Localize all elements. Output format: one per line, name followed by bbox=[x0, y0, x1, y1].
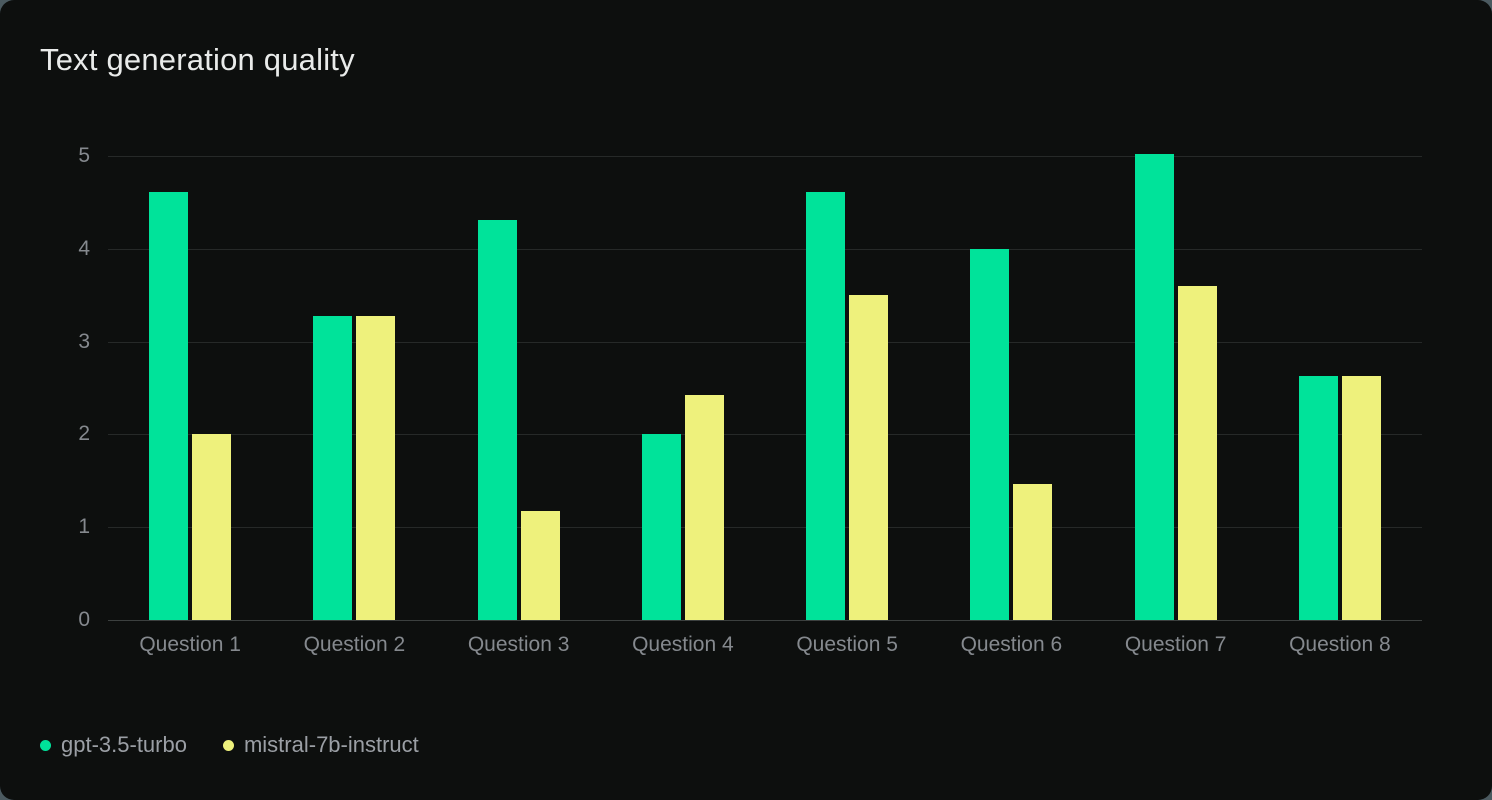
bar-group-6 bbox=[929, 156, 1093, 620]
bars-container bbox=[108, 154, 1422, 620]
bar-gpt-3.5-turbo-q7[interactable] bbox=[1134, 154, 1174, 620]
bar-gpt-3.5-turbo-q6[interactable] bbox=[970, 248, 1010, 620]
x-tick-label-1: Question 1 bbox=[139, 633, 241, 656]
y-tick-label-0: 0 bbox=[78, 608, 90, 631]
legend-item-mistral-7b-instruct[interactable]: mistral-7b-instruct bbox=[222, 732, 419, 758]
bar-mistral-7b-instruct-q7[interactable] bbox=[1177, 285, 1217, 620]
bar-mistral-7b-instruct-q6[interactable] bbox=[1013, 483, 1053, 620]
x-tick-label-2: Question 2 bbox=[303, 633, 406, 656]
legend-item-gpt-3.5-turbo[interactable]: gpt-3.5-turbo bbox=[40, 732, 187, 758]
bar-group-5 bbox=[765, 156, 929, 620]
y-tick-label-4: 4 bbox=[78, 236, 90, 260]
bar-gpt-3.5-turbo-q8[interactable] bbox=[1298, 375, 1338, 620]
bar-group-4 bbox=[601, 156, 765, 620]
y-tick-label-3: 3 bbox=[78, 329, 90, 353]
gridline-y2 bbox=[108, 434, 1422, 436]
bar-gpt-3.5-turbo-q4[interactable] bbox=[641, 434, 681, 620]
chart-title: Text generation quality bbox=[40, 42, 355, 77]
y-tick-label-5: 5 bbox=[78, 144, 90, 167]
legend-label: gpt-3.5-turbo bbox=[61, 732, 187, 757]
gridline-y1 bbox=[108, 527, 1422, 529]
gridline-y5 bbox=[108, 156, 1422, 157]
bar-mistral-7b-instruct-q4[interactable] bbox=[684, 394, 724, 620]
x-tick-label-3: Question 3 bbox=[467, 633, 570, 656]
bar-mistral-7b-instruct-q2[interactable] bbox=[356, 315, 396, 620]
x-axis-labels: Question 1 Question 2 Question 3 Question 4… bbox=[108, 620, 1422, 657]
legend: gpt-3.5-turbo mistral-7b-instruct bbox=[40, 732, 419, 758]
x-tick-label-4: Question 4 bbox=[632, 633, 734, 656]
bar-group-1 bbox=[108, 156, 272, 620]
y-axis-labels: 0 1 2 3 4 5 bbox=[0, 144, 90, 631]
bar-mistral-7b-instruct-q8[interactable] bbox=[1341, 375, 1381, 620]
plot-area bbox=[108, 154, 1422, 621]
bar-mistral-7b-instruct-q5[interactable] bbox=[849, 295, 889, 620]
bar-group-2 bbox=[272, 156, 436, 620]
y-tick-label-1: 1 bbox=[78, 515, 90, 539]
x-tick-label-6: Question 6 bbox=[960, 633, 1063, 656]
legend-dot-icon bbox=[222, 739, 234, 751]
bar-mistral-7b-instruct-q1[interactable] bbox=[192, 434, 232, 620]
x-tick-label-7: Question 7 bbox=[1124, 633, 1227, 656]
gridline-y4 bbox=[108, 248, 1422, 250]
legend-label: mistral-7b-instruct bbox=[243, 732, 419, 757]
bar-group-8 bbox=[1258, 156, 1422, 620]
bar-mistral-7b-instruct-q3[interactable] bbox=[520, 511, 560, 620]
bar-group-3 bbox=[437, 156, 601, 620]
gridline-y3 bbox=[108, 341, 1422, 343]
legend-dot-icon bbox=[40, 739, 51, 751]
bar-gpt-3.5-turbo-q1[interactable] bbox=[149, 192, 189, 620]
x-tick-label-8: Question 8 bbox=[1289, 633, 1391, 656]
bar-gpt-3.5-turbo-q2[interactable] bbox=[313, 315, 353, 620]
bar-gpt-3.5-turbo-q3[interactable] bbox=[477, 220, 517, 620]
gridline-y0 bbox=[108, 620, 1422, 621]
y-tick-label-2: 2 bbox=[78, 422, 90, 446]
bar-gpt-3.5-turbo-q5[interactable] bbox=[806, 192, 846, 620]
bar-group-7 bbox=[1094, 154, 1258, 620]
x-tick-label-5: Question 5 bbox=[796, 633, 898, 656]
